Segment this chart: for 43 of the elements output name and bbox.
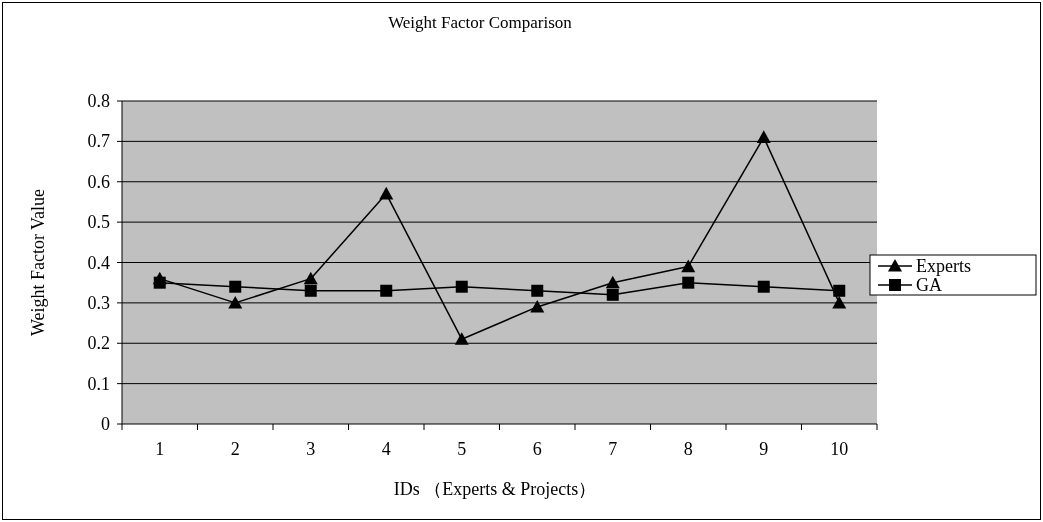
point — [379, 186, 394, 200]
point — [454, 332, 469, 345]
y-tick-label: 0.6 — [87, 171, 110, 192]
x-tick-label: 2 — [230, 439, 240, 459]
y-tick-label: 0.5 — [87, 212, 110, 233]
x-tick-label: 9 — [759, 439, 769, 459]
point — [682, 276, 695, 289]
y-axis-title: Weight Factor Value — [28, 188, 48, 337]
point — [304, 284, 317, 297]
y-tick-label: 0.4 — [87, 252, 110, 273]
x-tick-label: 3 — [306, 439, 316, 459]
point — [605, 275, 620, 289]
point — [380, 284, 393, 297]
x-tick-label: 7 — [608, 439, 618, 459]
x-tick-label: 1 — [155, 439, 165, 459]
point — [832, 295, 847, 309]
point — [757, 280, 770, 293]
legend-label: GA — [916, 275, 942, 295]
point — [530, 299, 545, 313]
point — [152, 271, 167, 285]
x-tick-label: 4 — [381, 439, 391, 459]
x-tick-label: 6 — [532, 439, 542, 459]
y-tick-label: 0 — [101, 414, 110, 434]
x-tick-label: 8 — [683, 439, 693, 459]
y-tick-label: 0.2 — [87, 333, 110, 354]
point — [455, 280, 468, 293]
x-tick-label: 10 — [830, 439, 849, 459]
point — [229, 280, 242, 293]
x-tick-label: 5 — [457, 439, 467, 459]
point — [531, 284, 544, 297]
point — [681, 259, 696, 273]
legend-label: Experts — [916, 256, 971, 276]
y-tick-label: 0.7 — [87, 131, 110, 152]
point — [833, 284, 846, 297]
point — [756, 130, 771, 143]
point — [606, 288, 619, 301]
y-tick-label: 0.8 — [87, 91, 110, 111]
x-axis-title: IDs （Experts & Projects） — [393, 479, 597, 499]
chart-title: Weight Factor Comparison — [388, 13, 573, 32]
y-tick-label: 0.3 — [87, 292, 110, 313]
y-tick-label: 0.1 — [87, 373, 110, 394]
point — [303, 271, 318, 285]
point — [228, 295, 243, 309]
